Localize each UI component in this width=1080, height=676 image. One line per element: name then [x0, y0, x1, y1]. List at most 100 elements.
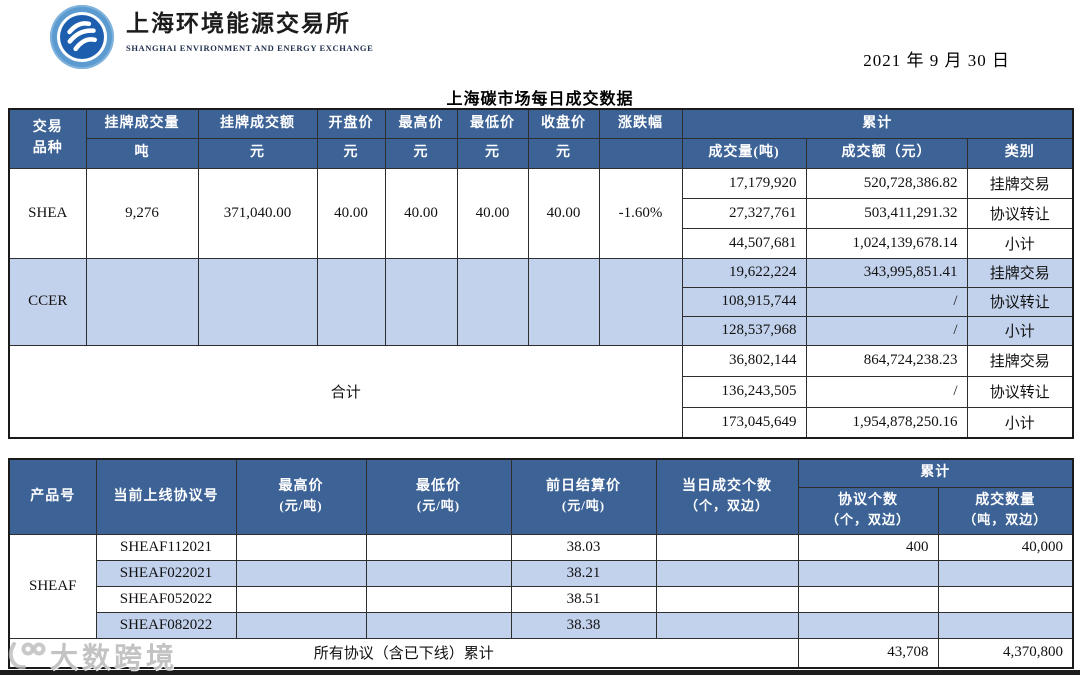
- col-header-daily-count-line2: （个，双边）: [684, 498, 769, 514]
- col-header-listed-amount: 挂牌成交额: [197, 108, 318, 139]
- protocol-high: [235, 585, 367, 613]
- protocol-cum-count: [797, 585, 939, 613]
- total-cum-volume-subtotal: 173,045,649: [681, 406, 807, 439]
- total-category-subtotal: 小计: [966, 406, 1074, 439]
- protocol-daily-count: [655, 533, 799, 561]
- col-header-daily-count: 当日成交个数 （个，双边）: [655, 458, 799, 535]
- col-header-close: 收盘价: [527, 108, 600, 139]
- protocol-daily-count: [655, 585, 799, 613]
- unit-yuan: 元: [316, 137, 386, 169]
- protocol-prev-settle: 38.21: [510, 559, 657, 587]
- col-header-low2-line1: 最低价: [416, 479, 461, 495]
- total-cum-amount-subtotal: 1,954,878,250.16: [805, 406, 968, 439]
- protocol-high: [235, 611, 367, 639]
- protocol-cum-qty: 40,000: [937, 533, 1074, 561]
- species-shea: SHEA: [8, 167, 87, 259]
- col-header-cumulative: 累计: [681, 108, 1074, 139]
- total-label: 合计: [8, 344, 683, 439]
- shea-cum-volume-subtotal: 44,507,681: [681, 227, 807, 259]
- protocol-prev-settle: 38.38: [510, 611, 657, 639]
- shea-change: -1.60%: [598, 167, 683, 259]
- col-header-high2: 最高价 (元/吨): [235, 458, 367, 535]
- shea-listed-volume: 9,276: [85, 167, 199, 259]
- col-header-cum-qty-line2: （吨，双边）: [963, 512, 1048, 528]
- total-cum-volume-listed: 36,802,144: [681, 344, 807, 377]
- protocol-id: SHEAF022021: [95, 559, 237, 587]
- ccer-change: [598, 257, 683, 346]
- ccer-cum-volume-subtotal: 128,537,968: [681, 315, 807, 346]
- col-header-prev-settle-line2: (元/吨): [561, 498, 606, 514]
- shea-cum-amount-listed: 520,728,386.82: [805, 167, 968, 199]
- daily-trading-table: 交易 品种 挂牌成交量 挂牌成交额 开盘价 最高价 最低价 收盘价 涨跌幅 累计…: [8, 108, 1074, 439]
- ccer-category-subtotal: 小计: [966, 315, 1074, 346]
- protocol-daily-count: [655, 559, 799, 587]
- col-header-species-line1: 交易: [32, 120, 63, 136]
- total-cum-volume-negotiated: 136,243,505: [681, 375, 807, 408]
- protocol-id: SHEAF082022: [95, 611, 237, 639]
- col-header-low2-line2: (元/吨): [416, 498, 461, 514]
- shea-cum-volume-negotiated: 27,327,761: [681, 197, 807, 229]
- forward-products-table: 产品号 当前上线协议号 最高价 (元/吨) 最低价 (元/吨) 前日结算价 (元…: [8, 458, 1074, 669]
- total-category-listed: 挂牌交易: [966, 344, 1074, 377]
- ccer-low: [456, 257, 529, 346]
- col-header-low2: 最低价 (元/吨): [365, 458, 512, 535]
- protocol-high: [235, 559, 367, 587]
- col-header-change: 涨跌幅: [598, 108, 683, 139]
- unit-yuan: 元: [456, 137, 529, 169]
- col-header-species: 交易 品种: [8, 108, 87, 169]
- exchange-logo-icon: [50, 5, 114, 69]
- all-protocols-cum-qty: 4,370,800: [937, 637, 1074, 669]
- shea-listed-amount: 371,040.00: [197, 167, 318, 259]
- species-ccer: CCER: [8, 257, 87, 346]
- exchange-name-en: SHANGHAI ENVIRONMENT AND ENERGY EXCHANGE: [126, 43, 374, 54]
- shea-cum-amount-subtotal: 1,024,139,678.14: [805, 227, 968, 259]
- col-header-high2-line1: 最高价: [278, 479, 324, 495]
- col-header-category: 类别: [966, 137, 1074, 169]
- ccer-high: [384, 257, 458, 346]
- unit-yuan: 元: [197, 137, 318, 169]
- shea-category-listed: 挂牌交易: [966, 167, 1074, 199]
- protocol-cum-count: [797, 559, 939, 587]
- protocol-cum-qty: [937, 611, 1074, 639]
- brand-header: 上海环境能源交易所 SHANGHAI ENVIRONMENT AND ENERG…: [50, 5, 373, 69]
- protocol-cum-qty: [937, 585, 1074, 613]
- col-header-product: 产品号: [8, 458, 97, 535]
- col-header-listed-volume: 挂牌成交量: [85, 108, 199, 139]
- col-header-cum-qty: 成交数量 （吨，双边）: [937, 486, 1074, 535]
- shea-cum-volume-listed: 17,179,920: [681, 167, 807, 199]
- protocol-id: SHEAF112021: [95, 533, 237, 561]
- protocol-low: [365, 585, 512, 613]
- col-header-open: 开盘价: [316, 108, 386, 139]
- logo-swoosh-icon: [67, 21, 97, 52]
- ccer-cum-volume-listed: 19,622,224: [681, 257, 807, 288]
- exchange-name-cn: 上海环境能源交易所: [126, 11, 351, 36]
- shea-open: 40.00: [316, 167, 386, 259]
- unit-yuan: 元: [527, 137, 600, 169]
- col-header-high2-line2: (元/吨): [279, 498, 323, 514]
- col-header-cum-count-line2: （个，双边）: [825, 512, 910, 528]
- col-header-species-line2: 品种: [32, 140, 63, 156]
- col-header-cum-volume: 成交量(吨): [681, 137, 807, 169]
- protocol-prev-settle: 38.51: [510, 585, 657, 613]
- ccer-listed-volume: [85, 257, 199, 346]
- col-header-cum-amount: 成交额（元）: [805, 137, 968, 169]
- shea-close: 40.00: [527, 167, 600, 259]
- unit-yuan: 元: [384, 137, 458, 169]
- shea-category-negotiated: 协议转让: [966, 197, 1074, 229]
- shea-cum-amount-negotiated: 503,411,291.32: [805, 197, 968, 229]
- ccer-category-listed: 挂牌交易: [966, 257, 1074, 288]
- protocol-prev-settle: 38.03: [510, 533, 657, 561]
- col-header-cum-qty-line1: 成交数量: [975, 492, 1036, 508]
- ccer-cum-amount-negotiated: /: [805, 286, 968, 317]
- col-header-high: 最高价: [384, 108, 458, 139]
- brand-text-block: 上海环境能源交易所 SHANGHAI ENVIRONMENT AND ENERG…: [126, 5, 373, 53]
- total-cum-amount-listed: 864,724,238.23: [805, 344, 968, 377]
- shea-low: 40.00: [456, 167, 529, 259]
- protocol-cum-count: 400: [797, 533, 939, 561]
- protocol-high: [235, 533, 367, 561]
- protocol-daily-count: [655, 611, 799, 639]
- total-category-negotiated: 协议转让: [966, 375, 1074, 408]
- col-header-daily-count-line1: 当日成交个数: [682, 479, 772, 495]
- report-date: 2021 年 9 月 30 日: [863, 51, 1010, 70]
- all-protocols-total-label: 所有协议（含已下线）累计: [8, 637, 799, 669]
